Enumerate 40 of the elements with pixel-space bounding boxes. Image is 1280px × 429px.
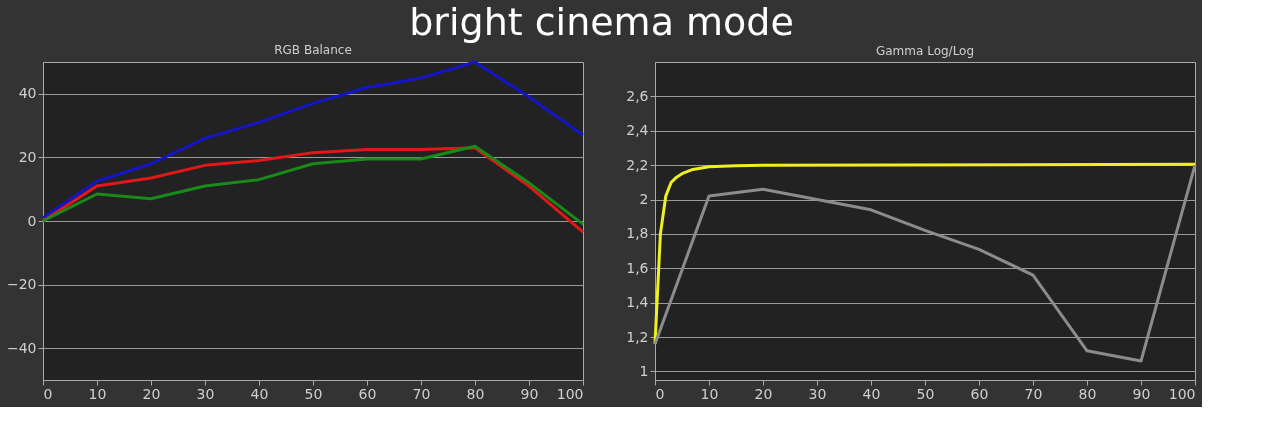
x-tick-label: 70	[1024, 385, 1043, 402]
x-tick-label: 60	[970, 385, 989, 402]
y-tick-label: −40	[6, 339, 37, 356]
x-tick-label: 30	[808, 385, 827, 402]
y-tick-label: 0	[27, 212, 37, 229]
x-tick-label: 40	[250, 385, 269, 402]
y-tick-label: 1,6	[626, 259, 649, 276]
y-tick-label: 2,4	[626, 122, 649, 139]
y-tick-label: 2	[639, 191, 649, 208]
x-tick-label: 10	[700, 385, 719, 402]
y-tick-label: 1,2	[626, 328, 649, 345]
x-tick-label: 100	[1168, 385, 1196, 402]
x-tick-label: 80	[466, 385, 485, 402]
x-tick-label: 60	[358, 385, 377, 402]
y-tick-label: 40	[18, 85, 37, 102]
x-tick-label: 70	[412, 385, 431, 402]
y-tick-label: 2,2	[626, 156, 649, 173]
y-tick-label: 1,8	[626, 225, 649, 242]
x-tick-label: 50	[916, 385, 935, 402]
x-tick-label: 0	[655, 385, 665, 402]
chart-title: RGB Balance	[274, 42, 352, 57]
y-tick-label: −20	[6, 276, 37, 293]
text: bright cinema mode	[409, 0, 794, 44]
x-tick-label: 40	[862, 385, 881, 402]
x-tick-label: 10	[88, 385, 107, 402]
y-tick-label: 1	[639, 362, 649, 379]
line-series	[41, 60, 585, 220]
y-tick-label: 2,6	[626, 87, 649, 104]
x-tick-label: 90	[520, 385, 539, 402]
x-tick-label: 100	[556, 385, 584, 402]
x-tick-label: 20	[142, 385, 161, 402]
chart-title: Gamma Log/Log	[875, 44, 975, 58]
y-tick-label: 20	[18, 148, 37, 165]
x-tick-label: 50	[304, 385, 323, 402]
y-tick-label: 1,4	[626, 294, 649, 311]
x-tick-label: 80	[1078, 385, 1097, 402]
x-tick-label: 0	[43, 385, 53, 402]
x-tick-label: 90	[1132, 385, 1151, 402]
x-tick-label: 20	[754, 385, 773, 402]
x-tick-label: 30	[196, 385, 215, 402]
